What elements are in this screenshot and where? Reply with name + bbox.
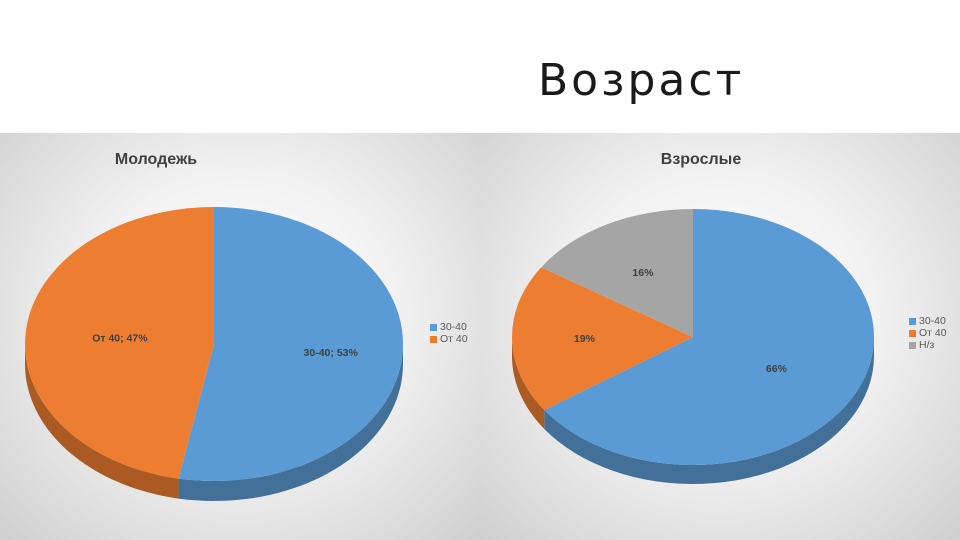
- pie-slice: [544, 209, 875, 465]
- legend-swatch: [909, 317, 916, 325]
- legend-swatch: [430, 323, 437, 331]
- legend-swatch: [430, 335, 437, 343]
- pie-slice: [512, 267, 693, 410]
- chart-panel-adults: Взрослые 66% 19% 16% 30-40 От 40 Н/з: [482, 133, 960, 540]
- legend-label: Н/з: [919, 339, 935, 351]
- chart-panel-youth: Молодежь 30-40; 53% От 40; 47% 30-40 От 4…: [0, 133, 482, 540]
- legend-item: От 40: [909, 327, 947, 339]
- pie-chart-youth: 30-40; 53% От 40; 47%: [25, 207, 404, 501]
- legend-label: От 40: [919, 327, 947, 339]
- legend-item: 30-40: [909, 315, 947, 327]
- pie-slice: [541, 209, 693, 337]
- data-label: 30-40; 53%: [304, 347, 359, 359]
- legend-item: От 40: [430, 333, 468, 345]
- pie-slice: [25, 207, 214, 479]
- data-label: 16%: [632, 267, 654, 279]
- legend-item: 30-40: [430, 321, 468, 333]
- pie-chart-adults: 66% 19% 16%: [512, 209, 875, 484]
- legend: 30-40 От 40 Н/з: [909, 315, 947, 351]
- pie-slice-side: [512, 337, 545, 429]
- data-label: 66%: [766, 363, 788, 375]
- pie-slice-side: [25, 344, 179, 499]
- legend-item: Н/з: [909, 339, 947, 351]
- chart-title: Молодежь: [114, 151, 198, 168]
- legend-label: 30-40: [919, 315, 946, 327]
- legend-label: 30-40: [440, 321, 467, 333]
- legend: 30-40 От 40: [430, 321, 468, 345]
- data-label: От 40; 47%: [92, 333, 148, 345]
- legend-swatch: [909, 329, 916, 337]
- pie-slice: [178, 207, 404, 481]
- data-label: 19%: [574, 333, 596, 345]
- legend-swatch: [909, 341, 916, 349]
- legend-label: От 40: [440, 333, 468, 345]
- slide-title: Возраст: [538, 55, 745, 106]
- pie-slice-side: [178, 344, 403, 501]
- pie-slice-side: [544, 337, 874, 484]
- chart-title: Взрослые: [660, 151, 742, 168]
